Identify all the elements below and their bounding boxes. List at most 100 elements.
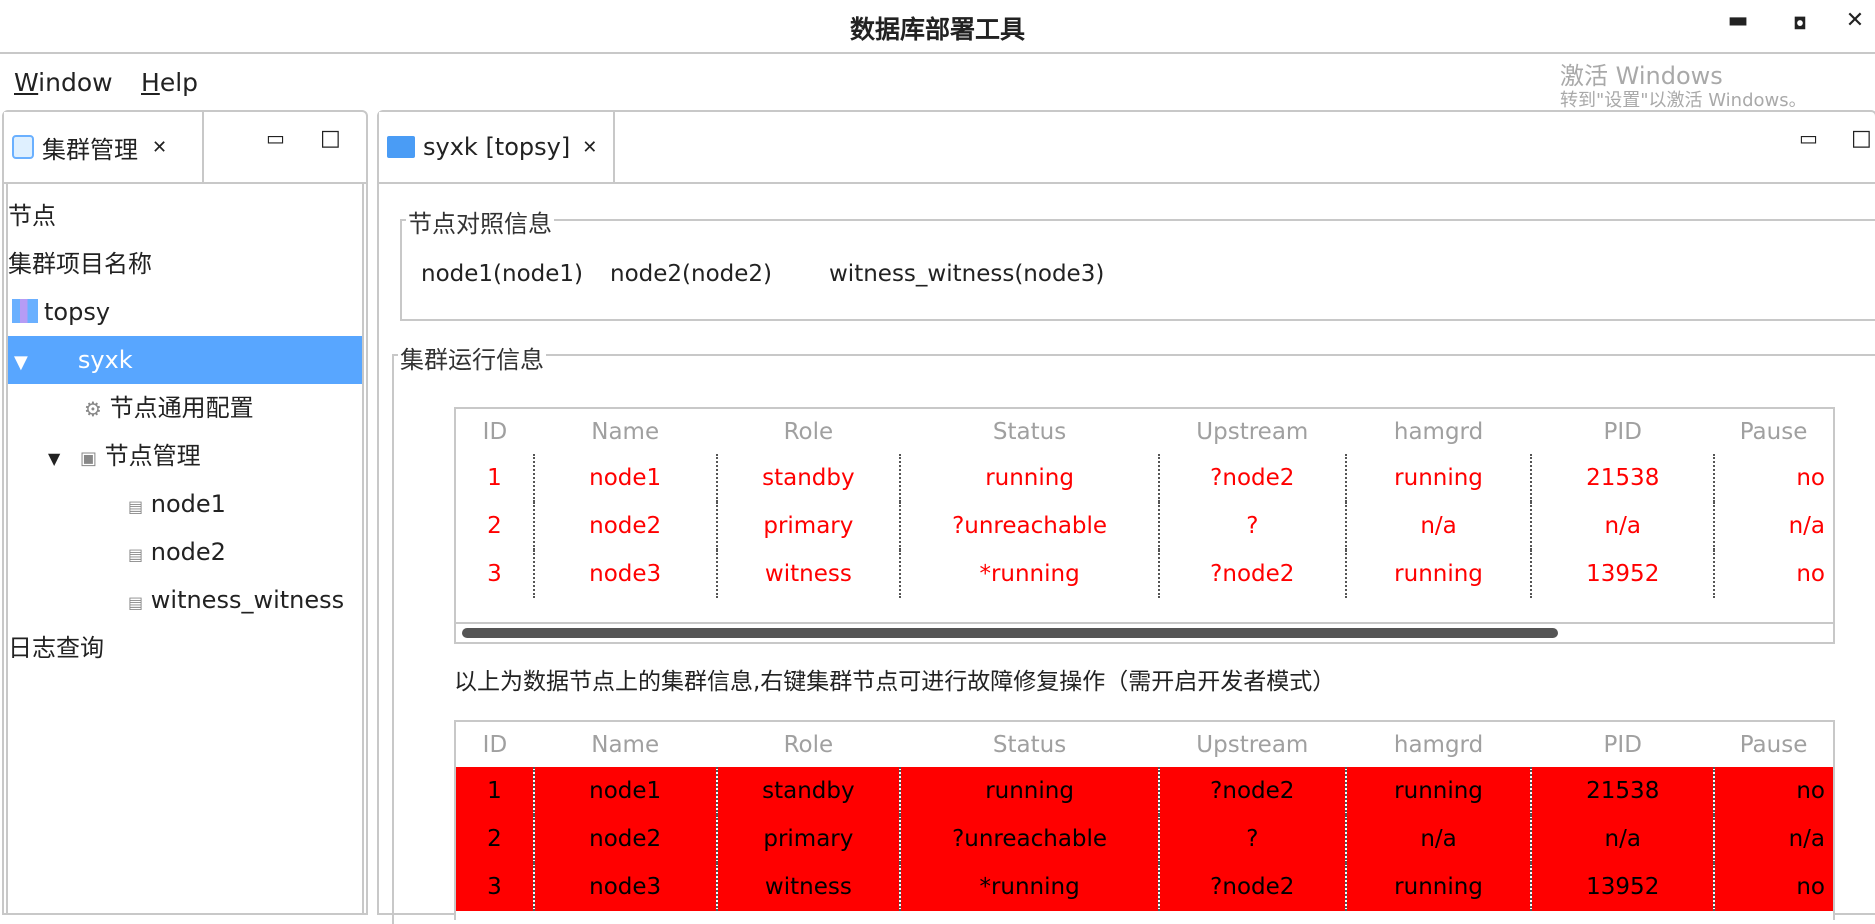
tab-cluster-management[interactable]: 集群管理 ✕ — [4, 112, 204, 182]
tree-item-witness[interactable]: ▤ witness_witness — [8, 576, 362, 624]
expand-arrow-icon[interactable]: ▼ — [14, 352, 28, 373]
node-map-item: node1(node1) — [421, 261, 584, 287]
table-cell-role: witness — [715, 550, 901, 598]
maximize-button[interactable]: ◘ — [1793, 14, 1807, 33]
cluster-icon — [12, 135, 34, 159]
column-header-id[interactable]: ID — [482, 731, 508, 758]
column-header-hamgrd[interactable]: hamgrd — [1393, 731, 1484, 758]
table-row[interactable]: 1 node1 standby running ?node2 running 21538 no — [456, 454, 1833, 502]
table-cell-hamgrd: n/a — [1344, 502, 1532, 550]
tree-item-node1[interactable]: ▤ node1 — [8, 480, 362, 528]
column-header-pause[interactable]: Pause — [1739, 418, 1808, 445]
tab-syxk[interactable]: syxk [topsy] ✕ — [379, 112, 615, 182]
tree-item-project-name[interactable]: 集群项目名称 — [8, 240, 362, 288]
node-map-item: node2(node2) — [610, 261, 773, 287]
tree-item-log-query[interactable]: 日志查询 — [8, 624, 362, 672]
table-cell-pause: n/a — [1713, 502, 1833, 550]
folder-icon — [387, 136, 415, 158]
table-cell-upstream: ?node2 — [1157, 550, 1346, 598]
column-header-role[interactable]: Role — [783, 731, 834, 758]
table-cell-pid: 13952 — [1530, 863, 1715, 911]
column-header-role[interactable]: Role — [783, 418, 834, 445]
table-row[interactable]: 3 node3 witness *running ?node2 running 13952 n… — [456, 863, 1833, 911]
table-row[interactable]: 2 node2 primary ?unreachable? n/a n/a n/a — [456, 815, 1833, 863]
table-cell-status: *running — [899, 550, 1159, 598]
table-cell-id: 1 — [456, 767, 534, 815]
db-icon: ▤ — [128, 545, 144, 564]
column-header-pause[interactable]: Pause — [1739, 731, 1808, 758]
node-map-item: witness_witness(node3) — [829, 261, 1105, 287]
activation-watermark-title: 激活 Windows — [1560, 62, 1723, 90]
tree-item-label: node2 — [150, 538, 226, 566]
minimize-view-button[interactable]: ▭ — [1799, 126, 1818, 150]
table-cell-role: primary — [715, 815, 901, 863]
activation-watermark-text: 转到"设置"以激活 Windows。 — [1560, 90, 1807, 111]
menu-window[interactable]: Window — [14, 68, 113, 97]
table-cell-id: 2 — [456, 815, 534, 863]
close-icon[interactable]: ✕ — [582, 136, 598, 158]
column-header-status[interactable]: Status — [992, 418, 1067, 445]
tree-item-node-management[interactable]: ▼ ▣ 节点管理 — [8, 432, 362, 480]
table-cell-name: node1 — [532, 454, 717, 502]
table-cell-hamgrd: running — [1344, 863, 1532, 911]
cluster-table-2: ID Name Role Status Upstream hamgrd PID Pause 1 n… — [454, 720, 1835, 920]
column-header-hamgrd[interactable]: hamgrd — [1393, 418, 1484, 445]
table-cell-upstream: ?node2 — [1157, 863, 1346, 911]
table-cell-pause: no — [1713, 550, 1833, 598]
table-cell-pause: n/a — [1713, 815, 1833, 863]
cluster-info-group — [392, 354, 1875, 924]
menu-help[interactable]: Help — [141, 68, 198, 97]
table-cell-pause: no — [1713, 767, 1833, 815]
close-icon[interactable]: ✕ — [152, 136, 168, 158]
tree-item-label: 日志查询 — [8, 634, 104, 662]
scrollbar-thumb[interactable] — [462, 628, 1558, 638]
tree-item-label: 集群项目名称 — [8, 250, 152, 278]
menu-help-label: Help — [141, 68, 199, 97]
table-cell-upstream: ? — [1157, 815, 1346, 863]
column-header-upstream[interactable]: Upstream — [1196, 418, 1309, 445]
table-cell-upstream: ?node2 — [1157, 454, 1346, 502]
tree-item-label: syxk — [77, 346, 133, 374]
table-row[interactable]: 2 node2 primary ?unreachable? n/a n/a n/a — [456, 502, 1833, 550]
table-cell-pid: 13952 — [1530, 550, 1715, 598]
column-header-name[interactable]: Name — [591, 418, 660, 445]
table-cell-status: running — [899, 454, 1159, 502]
table-cell-role: standby — [715, 767, 901, 815]
column-header-status[interactable]: Status — [992, 731, 1067, 758]
table-cell-role: witness — [715, 863, 901, 911]
tree-item-nodes[interactable]: 节点 — [8, 192, 362, 240]
maximize-view-button[interactable]: □ — [320, 126, 341, 151]
maximize-view-button[interactable]: □ — [1851, 126, 1872, 151]
table-cell-status: ?unreachable — [899, 815, 1159, 863]
tree-item-common-config[interactable]: ⚙ 节点通用配置 — [8, 384, 362, 432]
tree-item-syxk[interactable]: ▼ syxk — [8, 336, 362, 384]
db-icon: ▤ — [128, 593, 144, 612]
table-cell-hamgrd: running — [1344, 454, 1532, 502]
tree-item-topsy[interactable]: topsy — [8, 288, 362, 336]
db-icon: ▤ — [128, 497, 144, 516]
table-cell-name: node3 — [532, 550, 717, 598]
table-cell-role: standby — [715, 454, 901, 502]
tree-item-label: witness_witness — [150, 586, 345, 614]
column-header-id[interactable]: ID — [482, 418, 508, 445]
table-row[interactable]: 3 node3 witness *running ?node2 running 13952 n… — [456, 550, 1833, 598]
close-button[interactable]: ✕ — [1845, 8, 1865, 33]
minimize-view-button[interactable]: ▭ — [266, 126, 285, 150]
cluster-management-panel: 集群管理 ✕ ▭ □ — [2, 110, 368, 915]
cluster-table-1: ID Name Role Status Upstream hamgrd PID Pause 1 n… — [454, 407, 1835, 644]
table-cell-status: ?unreachable — [899, 502, 1159, 550]
table-cell-id: 2 — [487, 513, 502, 539]
table-row[interactable]: 1 node1 standby running ?node2 running 21538 no — [456, 767, 1833, 815]
column-header-pid[interactable]: PID — [1603, 731, 1642, 758]
tree-item-label: 节点管理 — [104, 442, 201, 470]
horizontal-scrollbar[interactable] — [456, 622, 1833, 642]
column-header-pid[interactable]: PID — [1603, 418, 1642, 445]
gear-icon: ⚙ — [84, 397, 102, 421]
column-header-name[interactable]: Name — [591, 731, 660, 758]
tree-item-label: 节点 — [8, 202, 56, 230]
minimize-button[interactable]: ▬ — [1727, 8, 1749, 33]
expand-arrow-icon[interactable]: ▼ — [48, 449, 61, 468]
column-header-upstream[interactable]: Upstream — [1196, 731, 1309, 758]
table-cell-status: running — [899, 767, 1159, 815]
tree-item-node2[interactable]: ▤ node2 — [8, 528, 362, 576]
